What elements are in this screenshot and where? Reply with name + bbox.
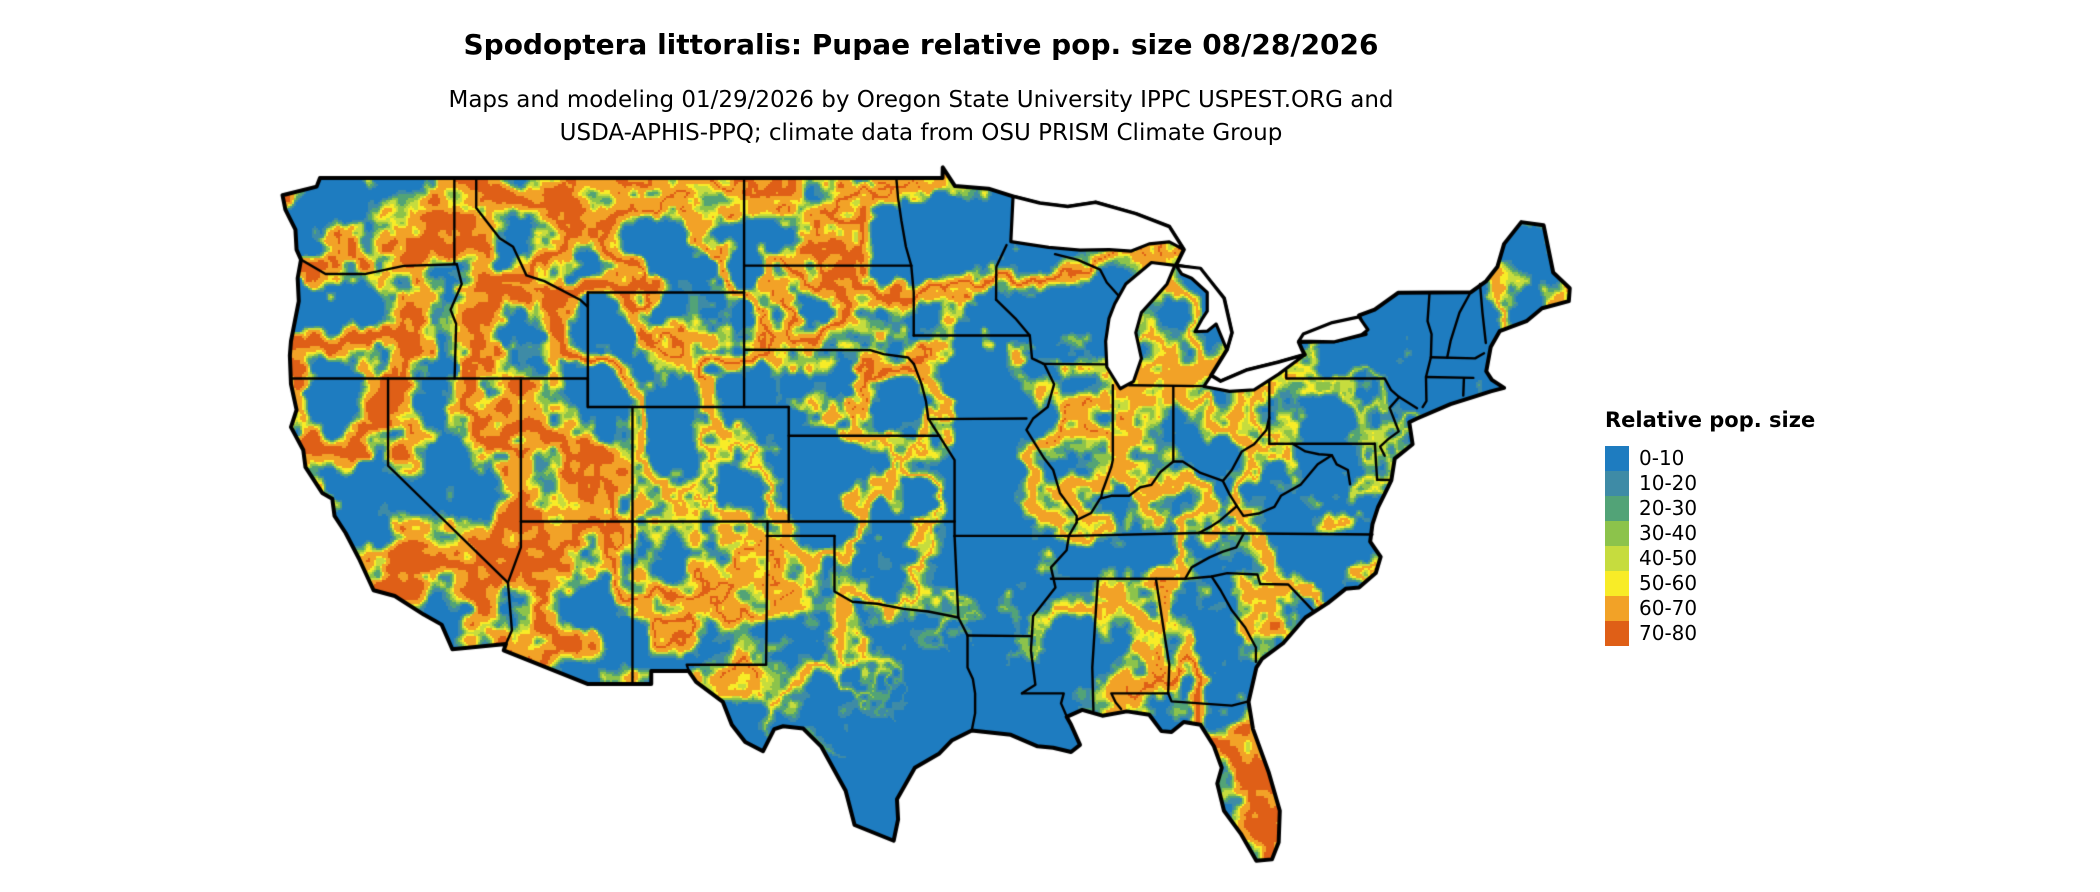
legend-swatch [1605, 496, 1629, 521]
legend: Relative pop. size 0-10 10-20 20-30 30-40 40… [1605, 408, 1815, 646]
legend-swatch [1605, 621, 1629, 646]
legend-entry: 70-80 [1605, 621, 1815, 646]
legend-swatch [1605, 521, 1629, 546]
legend-entry: 10-20 [1605, 471, 1815, 496]
page-title: Spodoptera littoralis: Pupae relative po… [463, 28, 1379, 61]
subtitle-line-2: USDA-APHIS-PPQ; climate data from OSU PR… [559, 120, 1283, 146]
legend-class-label: 50-60 [1639, 571, 1698, 595]
legend-entry: 60-70 [1605, 596, 1815, 621]
legend-class-label: 10-20 [1639, 471, 1698, 495]
us-map-canvas [272, 158, 1580, 888]
legend-swatch [1605, 596, 1629, 621]
legend-title: Relative pop. size [1605, 408, 1816, 432]
map-subtitle: Maps and modeling 01/29/2026 by Oregon S… [0, 84, 1842, 150]
header: Spodoptera littoralis: Pupae relative po… [0, 30, 1842, 150]
subtitle-line-1: Maps and modeling 01/29/2026 by Oregon S… [448, 87, 1394, 113]
legend-class-label: 40-50 [1639, 546, 1698, 570]
legend-swatch [1605, 571, 1629, 596]
legend-entry: 0-10 [1605, 446, 1815, 471]
legend-swatch [1605, 471, 1629, 496]
legend-entry: 30-40 [1605, 521, 1815, 546]
legend-swatch [1605, 446, 1629, 471]
legend-class-label: 30-40 [1639, 521, 1698, 545]
legend-class-label: 0-10 [1639, 446, 1685, 470]
legend-swatch [1605, 546, 1629, 571]
legend-entries: 0-10 10-20 20-30 30-40 40-50 50-60 60-70 70-80 [1605, 446, 1815, 646]
legend-class-label: 20-30 [1639, 496, 1698, 520]
legend-class-label: 70-80 [1639, 621, 1698, 645]
legend-entry: 50-60 [1605, 571, 1815, 596]
legend-entry: 40-50 [1605, 546, 1815, 571]
legend-entry: 20-30 [1605, 496, 1815, 521]
legend-class-label: 60-70 [1639, 596, 1698, 620]
